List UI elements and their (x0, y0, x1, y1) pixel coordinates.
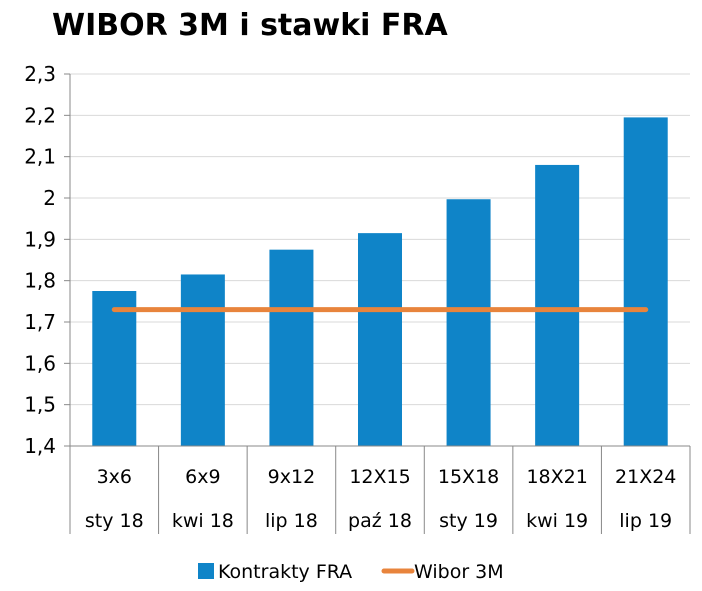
legend: Kontrakty FRA Wibor 3M (198, 561, 504, 583)
legend-label: Kontrakty FRA (218, 561, 352, 583)
bar (180, 274, 225, 446)
y-tick-labels: 1,4 1,5 1,6 1,7 1,8 1,9 2 2,1 2,2 2,3 (24, 62, 56, 458)
y-tick-label: 2,2 (24, 103, 56, 127)
bar-series (92, 117, 668, 447)
y-tick-label: 2,3 (24, 62, 56, 86)
x-category-label: 15X18 (438, 466, 499, 488)
y-tick-label: 1,6 (24, 351, 56, 375)
x-date-label: sty 19 (439, 510, 498, 532)
x-category-label: 6x9 (185, 466, 220, 488)
axes (64, 73, 691, 534)
x-category-label: 12X15 (349, 466, 410, 488)
x-category-label: 18X21 (526, 466, 587, 488)
y-tick-label: 1,4 (24, 434, 56, 458)
x-date-label: kwi 19 (526, 510, 588, 532)
y-tick-label: 1,5 (24, 393, 56, 417)
y-tick-label: 1,7 (24, 310, 56, 334)
bar (269, 249, 314, 446)
legend-swatch-bar (198, 563, 214, 579)
y-tick-label: 1,8 (24, 269, 56, 293)
bar (535, 164, 580, 446)
x-category-label: 21X24 (615, 466, 676, 488)
x-category-label: 9x12 (268, 466, 316, 488)
chart-title: WIBOR 3M i stawki FRA (52, 8, 448, 43)
x-date-label: paź 18 (348, 510, 412, 532)
y-tick-label: 2 (43, 186, 56, 210)
y-tick-label: 2,1 (24, 145, 56, 169)
x-date-label: lip 19 (619, 510, 672, 532)
bar (446, 199, 491, 446)
x-category-labels: 3x6 sty 18 6x9 kwi 18 9x12 lip 18 12X15 paź 18 1… (85, 466, 677, 532)
y-tick-label: 1,9 (24, 227, 56, 251)
x-date-label: lip 18 (265, 510, 318, 532)
bar (92, 291, 137, 446)
bar (358, 233, 402, 446)
legend-label: Wibor 3M (414, 561, 504, 583)
x-date-label: sty 18 (85, 510, 144, 532)
x-category-label: 3x6 (97, 466, 132, 488)
x-date-label: kwi 18 (172, 510, 234, 532)
bar (623, 117, 668, 447)
